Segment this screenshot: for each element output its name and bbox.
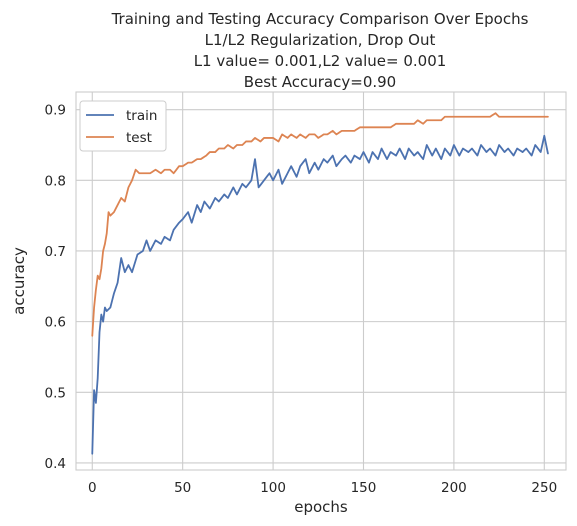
y-axis-label: accuracy (10, 247, 28, 315)
x-tick-label: 0 (88, 480, 97, 496)
x-tick-label: 250 (531, 480, 557, 496)
y-tick-label: 0.9 (45, 103, 66, 119)
legend-box (79, 100, 167, 152)
plot-background (76, 92, 566, 470)
chart-title-line: Training and Testing Accuracy Comparison… (111, 10, 529, 28)
x-axis-label: epochs (294, 498, 348, 516)
chart-title-line: Best Accuracy=0.90 (244, 73, 396, 91)
y-tick-label: 0.5 (45, 385, 66, 401)
series-line-train (91, 134, 549, 455)
y-tick-label: 0.8 (45, 173, 66, 189)
legend-label-train: train (126, 108, 157, 124)
chart-title-line: L1/L2 Regularization, Drop Out (205, 31, 436, 49)
legend-label-test: test (126, 130, 152, 146)
x-tick-label: 100 (260, 480, 286, 496)
x-tick-label: 200 (441, 480, 467, 496)
plot-frame (75, 91, 567, 471)
x-tick-label: 150 (351, 480, 377, 496)
chart-layer: 0 50 100 150 200 250 0.4 0.5 0.6 0.7 0.8 0.9 train te… (10, 10, 567, 516)
y-tick-label: 0.4 (45, 456, 66, 472)
series-line-test (91, 112, 549, 337)
x-tick-label: 50 (174, 480, 191, 496)
y-tick-label: 0.7 (45, 244, 66, 260)
y-tick-label: 0.6 (45, 315, 66, 331)
chart-title-line: L1 value= 0.001,L2 value= 0.001 (194, 52, 447, 70)
